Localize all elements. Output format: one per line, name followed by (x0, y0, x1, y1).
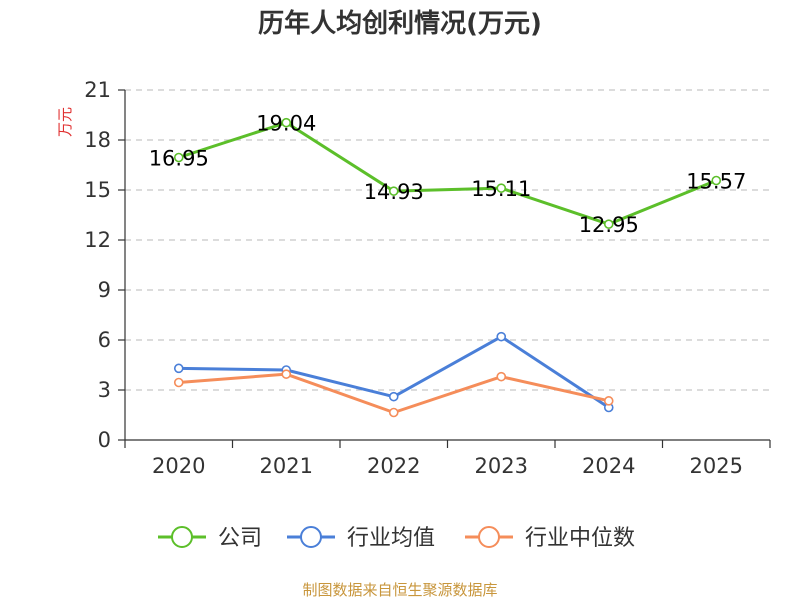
y-tick-label: 12 (84, 228, 111, 252)
y-tick-label: 9 (98, 278, 111, 302)
data-label: 19.04 (256, 112, 316, 136)
x-tick-labels: 2020 2021 2022 2023 2024 2025 (152, 454, 743, 478)
y-tick-label: 3 (98, 378, 111, 402)
data-point (173, 377, 184, 388)
y-axis-label: 万元 (56, 107, 74, 137)
series-line (178, 121, 717, 226)
y-tick-label: 21 (84, 78, 111, 102)
x-tick-label: 2021 (260, 454, 313, 478)
axes (118, 89, 771, 448)
data-point (603, 219, 614, 229)
data-label: 15.11 (471, 177, 531, 201)
y-tick-label: 15 (84, 178, 111, 202)
data-point (496, 331, 507, 342)
data-point (281, 117, 292, 128)
data-point (281, 369, 292, 379)
data-point (603, 396, 614, 406)
legend: 公司 行业均值 行业中位数 (158, 526, 635, 551)
series-group (173, 117, 722, 418)
data-point (388, 407, 399, 418)
legend-marker (300, 526, 322, 548)
data-point (388, 186, 399, 196)
data-label: 15.57 (686, 170, 746, 194)
data-label: 16.95 (149, 147, 209, 171)
legend-label: 行业中位数 (525, 526, 635, 551)
data-point (711, 175, 722, 186)
data-point (173, 152, 184, 163)
legend-label: 行业均值 (347, 526, 435, 551)
data-point (173, 363, 184, 374)
legend-marker (478, 526, 500, 548)
data-point (496, 371, 507, 382)
y-tick-label: 0 (98, 428, 111, 452)
y-tick-labels: 0 3 6 9 12 15 18 21 (84, 78, 111, 452)
legend-marker (171, 526, 193, 548)
data-labels: 16.95 19.04 14.93 15.11 12.95 15.57 (149, 112, 747, 238)
x-tick-label: 2022 (367, 454, 420, 478)
legend-label: 公司 (218, 526, 262, 551)
x-tick-label: 2024 (582, 454, 635, 478)
source-note: 制图数据来自恒生聚源数据库 (302, 581, 497, 599)
data-point (388, 391, 399, 402)
data-label: 14.93 (364, 180, 424, 204)
chart-title: 历年人均创利情况(万元) (258, 8, 542, 39)
x-tick-label: 2025 (690, 454, 743, 478)
grid-lines (125, 89, 770, 391)
y-tick-label: 18 (84, 128, 111, 152)
x-tick-label: 2023 (475, 454, 528, 478)
data-label: 12.95 (579, 213, 639, 237)
data-point (496, 183, 507, 193)
x-tick-label: 2020 (152, 454, 205, 478)
y-tick-label: 6 (98, 328, 111, 352)
